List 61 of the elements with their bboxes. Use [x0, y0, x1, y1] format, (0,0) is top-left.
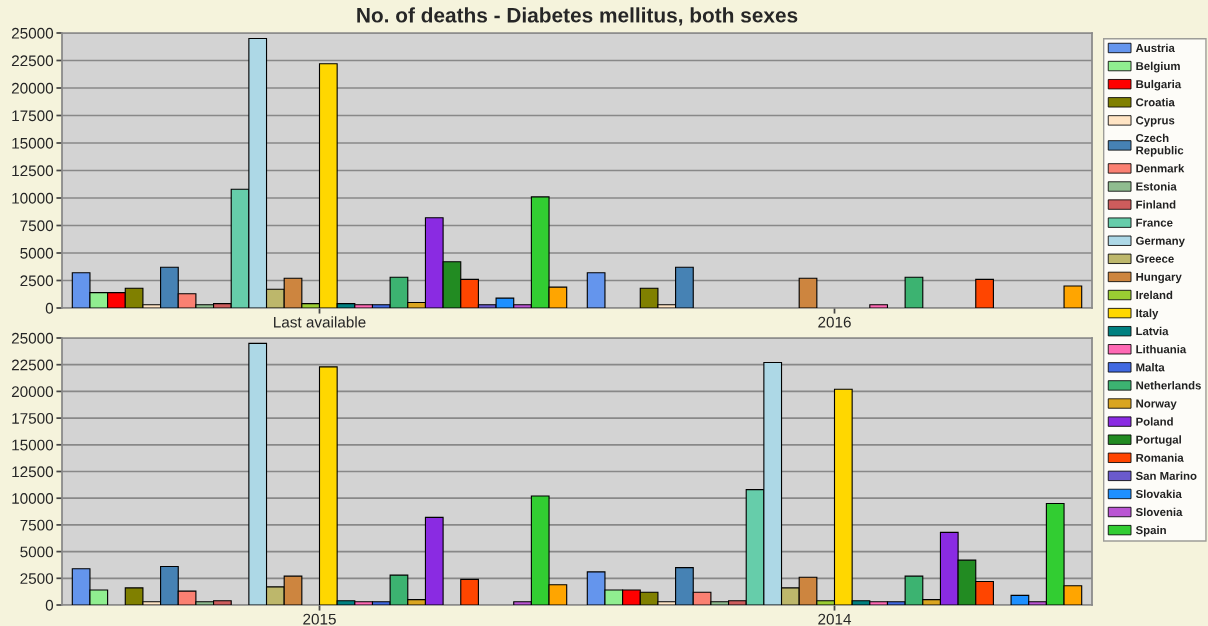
legend-label: Slovakia [1135, 489, 1182, 498]
y-tick-label: 15000 [12, 137, 54, 149]
legend-label: Portugal [1136, 435, 1181, 447]
y-tick-label: 15000 [12, 439, 54, 451]
legend-label: Malta [1136, 363, 1165, 372]
legend-label: Finland [1136, 200, 1176, 209]
y-tick-label: 22500 [11, 359, 54, 371]
y-tick-label: 12500 [12, 466, 54, 478]
legend-label: Poland [1136, 417, 1173, 426]
legend-label: Norway [1136, 399, 1177, 410]
legend-label: Bulgaria [1136, 79, 1182, 91]
y-tick-label: 10000 [12, 493, 54, 504]
y-tick-label: 5000 [20, 546, 54, 558]
legend-label: Croatia [1136, 97, 1175, 107]
x-tick-label: 2015 [303, 613, 336, 625]
legend-label: Lithuania [1136, 344, 1187, 354]
y-tick-label: 2500 [20, 573, 54, 584]
legend-label: Spain [1135, 525, 1166, 537]
bar [1063, 285, 1083, 308]
legend-label: Belgium [1136, 61, 1180, 73]
y-tick-label: 22500 [11, 55, 54, 67]
y-tick-label: 7500 [20, 519, 54, 531]
bar [586, 272, 606, 308]
legend-label: Slovenia [1135, 507, 1183, 517]
bar [904, 276, 924, 308]
y-tick-label: 25000 [11, 27, 54, 39]
y-tick-label: 10000 [12, 192, 54, 204]
y-tick-label: 20000 [11, 82, 54, 94]
bar [798, 277, 818, 308]
x-tick-label: 2016 [818, 316, 851, 328]
legend-label: Latvia [1136, 326, 1169, 336]
y-tick-label: 7500 [20, 220, 54, 232]
x-tick-label: Last available [274, 316, 366, 328]
legend-label: Cyprus [1136, 116, 1175, 127]
legend-label: Estonia [1136, 182, 1177, 191]
legend-label: Czech Republic [1136, 133, 1184, 157]
legend-label: Austria [1135, 43, 1175, 53]
y-tick-label: 20000 [11, 386, 54, 398]
bar [975, 278, 994, 308]
y-tick-label: 2500 [20, 275, 54, 287]
bar [460, 578, 479, 605]
legend-label: Greece [1136, 254, 1174, 263]
y-tick-label: 0 [45, 599, 54, 611]
y-tick-label: 17500 [12, 412, 54, 424]
legend-label: Denmark [1136, 164, 1185, 173]
x-tick-label: 2014 [818, 613, 852, 625]
y-tick-label: 25000 [11, 332, 54, 344]
legend-label: Romania [1136, 453, 1184, 462]
legend-label: San Marino [1135, 471, 1197, 480]
legend-label: France [1136, 218, 1173, 227]
legend-label: Hungary [1136, 272, 1182, 284]
y-tick-label: 12500 [12, 165, 54, 177]
legend-label: Italy [1136, 308, 1159, 320]
y-tick-label: 0 [45, 302, 54, 314]
bar [869, 304, 889, 308]
legend-label: Germany [1136, 236, 1185, 248]
legend-label: Ireland [1136, 290, 1173, 300]
y-tick-label: 5000 [20, 247, 54, 259]
chart-title: No. of deaths - Diabetes mellitus, both sexes [357, 7, 798, 26]
legend-label: Netherlands [1136, 381, 1201, 390]
y-tick-label: 17500 [12, 110, 54, 122]
